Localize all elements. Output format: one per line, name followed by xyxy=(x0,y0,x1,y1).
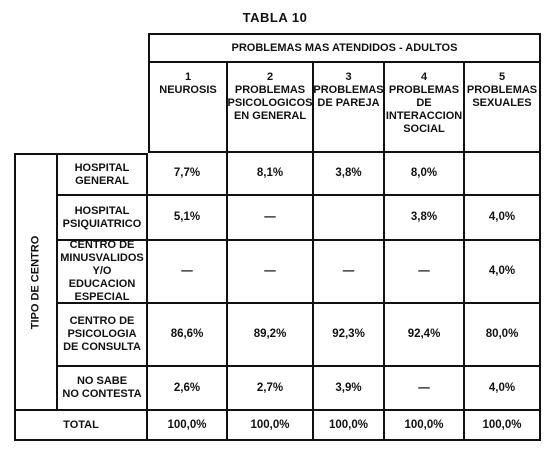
table-cell: 89,2% xyxy=(228,304,314,367)
column-label-line: INTERACCION xyxy=(385,110,463,122)
corner-blank-2 xyxy=(14,63,148,153)
table-cell: 3,8% xyxy=(385,196,465,241)
table-cell: 92,4% xyxy=(385,304,465,367)
table-cell: 86,6% xyxy=(148,304,228,367)
row-label-line: ESPECIAL xyxy=(74,291,130,303)
column-label-line: DE xyxy=(416,97,432,109)
column-number: 3 xyxy=(345,71,352,83)
table-cell: 3,9% xyxy=(314,367,385,411)
table-cell: — xyxy=(314,241,385,304)
total-cell: 100,0% xyxy=(228,411,314,441)
table-title: TABLA 10 xyxy=(242,10,308,25)
column-label-line: SOCIAL xyxy=(403,123,445,135)
row-label: HOSPITAL GENERAL xyxy=(58,153,148,196)
row-label-line: PSICOLOGIA xyxy=(67,328,137,340)
table-cell: 4,0% xyxy=(465,241,541,304)
column-number: 4 xyxy=(420,71,428,83)
column-header: 4 PROBLEMAS DE INTERACCION SOCIAL xyxy=(385,63,465,153)
column-label-line: PROBLEMAS xyxy=(466,84,538,96)
column-label-line: PROBLEMAS xyxy=(313,84,384,96)
column-header: 3 PROBLEMAS DE PAREJA xyxy=(313,63,385,153)
table-cell: 4,0% xyxy=(465,196,541,241)
table-cell: 4,0% xyxy=(465,367,541,411)
column-label-line: EN GENERAL xyxy=(233,110,307,122)
table-cell: 8,1% xyxy=(228,153,314,196)
total-label: TOTAL xyxy=(14,411,148,441)
row-label: CENTRO DE MINUSVALIDOS Y/O EDUCACION ESP… xyxy=(58,239,148,304)
column-label-line: PSICOLOGICOS xyxy=(227,97,313,109)
table-cell xyxy=(465,153,541,196)
row-label-line: MINUSVALIDOS xyxy=(60,252,144,264)
table-cell: — xyxy=(228,241,314,304)
column-number: 5 xyxy=(498,71,506,83)
column-label-line: PROBLEMAS xyxy=(388,84,460,96)
row-label: CENTRO DE PSICOLOGIA DE CONSULTA xyxy=(58,304,148,367)
table-cell: — xyxy=(228,196,314,241)
row-group-label: TIPO DE CENTRO xyxy=(14,153,58,411)
row-label-line: NO CONTESTA xyxy=(62,388,142,400)
row-label-line: HOSPITAL xyxy=(74,204,130,217)
table-cell: — xyxy=(385,367,465,411)
data-table: PROBLEMAS MAS ATENDIDOS - ADULTOS 1 NEUR… xyxy=(14,33,541,441)
column-header: 2 PROBLEMAS PSICOLOGICOS EN GENERAL xyxy=(228,63,314,153)
corner-blank xyxy=(14,33,148,63)
table-cell: 5,1% xyxy=(148,196,228,241)
row-group-label-text: TIPO DE CENTRO xyxy=(29,235,42,329)
table-cell: 92,3% xyxy=(314,304,385,367)
table-cell: — xyxy=(148,241,228,304)
column-header: 5 PROBLEMAS SEXUALES xyxy=(465,63,541,153)
total-cell: 100,0% xyxy=(465,411,541,441)
table-cell xyxy=(314,196,385,241)
row-label-line: Y/O EDUCACION xyxy=(68,265,136,290)
row-label-line: NO SABE xyxy=(76,375,128,387)
table-cell: 7,7% xyxy=(148,153,228,196)
column-label-line: SEXUALES xyxy=(472,97,532,109)
table-cell: 8,0% xyxy=(385,153,465,196)
table-cell: 2,6% xyxy=(148,367,228,411)
table-cell: 2,7% xyxy=(228,367,314,411)
row-label-line: GENERAL xyxy=(75,174,129,187)
table-cell: 80,0% xyxy=(465,304,541,367)
row-label-line: CENTRO DE xyxy=(69,315,135,327)
row-label-line: CENTRO DE xyxy=(69,239,135,251)
total-cell: 100,0% xyxy=(148,411,228,441)
table-cell: — xyxy=(385,241,465,304)
group-header: PROBLEMAS MAS ATENDIDOS - ADULTOS xyxy=(148,33,541,63)
column-number: 2 xyxy=(266,71,274,83)
total-cell: 100,0% xyxy=(385,411,465,441)
row-label-line: HOSPITAL xyxy=(74,161,130,174)
column-number: 1 xyxy=(184,71,192,83)
row-label-line: PSIQUIATRICO xyxy=(62,217,142,230)
column-header: 1 NEUROSIS xyxy=(148,63,228,153)
column-label-line: PROBLEMAS xyxy=(234,84,306,96)
row-label: NO SABE NO CONTESTA xyxy=(58,367,148,411)
column-label-line: DE PAREJA xyxy=(317,97,380,109)
row-label-line: DE CONSULTA xyxy=(63,341,141,353)
row-label: HOSPITAL PSIQUIATRICO xyxy=(58,196,148,241)
table-cell: 3,8% xyxy=(314,153,385,196)
column-label-line: NEUROSIS xyxy=(159,84,217,96)
total-cell: 100,0% xyxy=(314,411,385,441)
